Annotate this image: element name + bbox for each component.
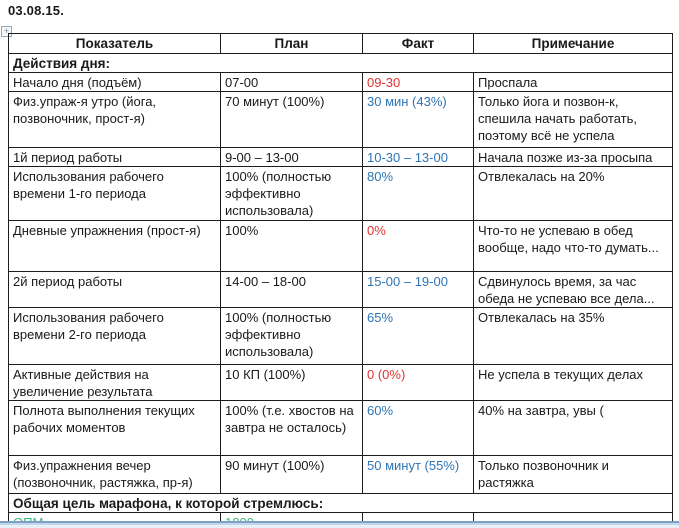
indicator-cell[interactable]: 1й период работы xyxy=(8,147,221,167)
note-cell[interactable]: Не успела в текущих делах xyxy=(473,364,673,401)
plan-cell[interactable]: 100% (полностью эффективно использовала) xyxy=(220,307,363,365)
fact-value: 60% xyxy=(367,403,394,418)
date-label[interactable]: 03.08.15. xyxy=(8,3,65,18)
fact-value: 10-30 – 13-00 xyxy=(367,150,448,165)
fact-cell[interactable]: 60% xyxy=(362,400,474,456)
col-header-indicator[interactable]: Показатель xyxy=(8,33,221,54)
fact-cell[interactable]: 09-30 xyxy=(362,72,474,92)
indicator-cell[interactable]: Использования рабочего времени 1-го пери… xyxy=(8,166,221,221)
note-cell[interactable]: Что-то не успеваю в обед вообще, надо чт… xyxy=(473,220,673,272)
fact-value: 50 минут (55%) xyxy=(367,458,460,473)
plan-cell[interactable]: 100% xyxy=(220,220,363,272)
plan-cell[interactable]: 90 минут (100%) xyxy=(220,455,363,494)
plan-cell[interactable]: 70 минут (100%) xyxy=(220,91,363,148)
fact-cell[interactable]: 10-30 – 13-00 xyxy=(362,147,474,167)
table-row: Дневные упражнения (прост-я) 100% 0% Что… xyxy=(8,220,673,272)
section-goal-label[interactable]: Общая цель марафона, к которой стремлюсь… xyxy=(8,493,673,513)
note-cell[interactable]: Отвлекалась на 20% xyxy=(473,166,673,221)
table-move-handle-icon[interactable]: + xyxy=(1,26,12,37)
fact-cell[interactable]: 30 мин (43%) xyxy=(362,91,474,148)
daily-report-table: Показатель План Факт Примечание Действия… xyxy=(8,33,673,528)
fact-value: 15-00 – 19-00 xyxy=(367,274,448,289)
plan-cell[interactable]: 100% (т.е. хвостов на завтра не осталось… xyxy=(220,400,363,456)
fact-cell[interactable]: 65% xyxy=(362,307,474,365)
col-header-note[interactable]: Примечание xyxy=(473,33,673,54)
indicator-cell[interactable]: Физ.упражнения вечер (позвоночник, растя… xyxy=(8,455,221,494)
plan-cell[interactable]: 10 КП (100%) xyxy=(220,364,363,401)
fact-value: 30 мин (43%) xyxy=(367,94,447,109)
table-row: Использования рабочего времени 1-го пери… xyxy=(8,166,673,221)
note-cell[interactable]: 40% на завтра, увы ( xyxy=(473,400,673,456)
note-cell[interactable]: Сдвинулось время, за час обеда не успева… xyxy=(473,271,673,308)
fact-value: 09-30 xyxy=(367,75,401,90)
table-row: Начало дня (подъём) 07-00 09-30 Проспала xyxy=(8,72,673,92)
section-row-goal: Общая цель марафона, к которой стремлюсь… xyxy=(8,493,673,513)
fact-cell[interactable]: 15-00 – 19-00 xyxy=(362,271,474,308)
table-row: Активные действия на увеличение результа… xyxy=(8,364,673,401)
section-row-actions: Действия дня: xyxy=(8,53,673,73)
indicator-cell[interactable]: Дневные упражнения (прост-я) xyxy=(8,220,221,272)
fact-cell[interactable]: 0 (0%) xyxy=(362,364,474,401)
fact-cell[interactable]: 0% xyxy=(362,220,474,272)
col-header-plan[interactable]: План xyxy=(220,33,363,54)
table-row: Физ.упраж-я утро (йога, позвоночник, про… xyxy=(8,91,673,148)
note-cell[interactable]: Начала позже из-за просыпа xyxy=(473,147,673,167)
indicator-cell[interactable]: Начало дня (подъём) xyxy=(8,72,221,92)
header-row: Показатель План Факт Примечание xyxy=(8,33,673,54)
note-cell[interactable]: Отвлекалась на 35% xyxy=(473,307,673,365)
table-row: Полнота выполнения текущих рабочих момен… xyxy=(8,400,673,456)
table-row: 2й период работы 14-00 – 18-00 15-00 – 1… xyxy=(8,271,673,308)
indicator-cell[interactable]: Активные действия на увеличение результа… xyxy=(8,364,221,401)
fact-value: 80% xyxy=(367,169,394,184)
indicator-cell[interactable]: 2й период работы xyxy=(8,271,221,308)
fact-value: 0% xyxy=(367,223,386,238)
note-cell[interactable]: Только позвоночник и растяжка xyxy=(473,455,673,494)
table-row: Использования рабочего времени 2-го пери… xyxy=(8,307,673,365)
plan-cell[interactable]: 100% (полностью эффективно использовала) xyxy=(220,166,363,221)
indicator-cell[interactable]: Физ.упраж-я утро (йога, позвоночник, про… xyxy=(8,91,221,148)
indicator-cell[interactable]: Полнота выполнения текущих рабочих момен… xyxy=(8,400,221,456)
plan-cell[interactable]: 9-00 – 13-00 xyxy=(220,147,363,167)
fact-value: 0 (0%) xyxy=(367,367,406,382)
plan-cell[interactable]: 14-00 – 18-00 xyxy=(220,271,363,308)
section-actions-label[interactable]: Действия дня: xyxy=(8,53,673,73)
note-cell[interactable]: Только йога и позвон-к, спешила начать р… xyxy=(473,91,673,148)
bottom-scrollbar[interactable] xyxy=(0,521,679,528)
note-cell[interactable]: Проспала xyxy=(473,72,673,92)
indicator-cell[interactable]: Использования рабочего времени 2-го пери… xyxy=(8,307,221,365)
col-header-fact[interactable]: Факт xyxy=(362,33,474,54)
fact-cell[interactable]: 50 минут (55%) xyxy=(362,455,474,494)
table-row: 1й период работы 9-00 – 13-00 10-30 – 13… xyxy=(8,147,673,167)
table-row: Физ.упражнения вечер (позвоночник, растя… xyxy=(8,455,673,494)
fact-value: 65% xyxy=(367,310,394,325)
fact-cell[interactable]: 80% xyxy=(362,166,474,221)
plan-cell[interactable]: 07-00 xyxy=(220,72,363,92)
